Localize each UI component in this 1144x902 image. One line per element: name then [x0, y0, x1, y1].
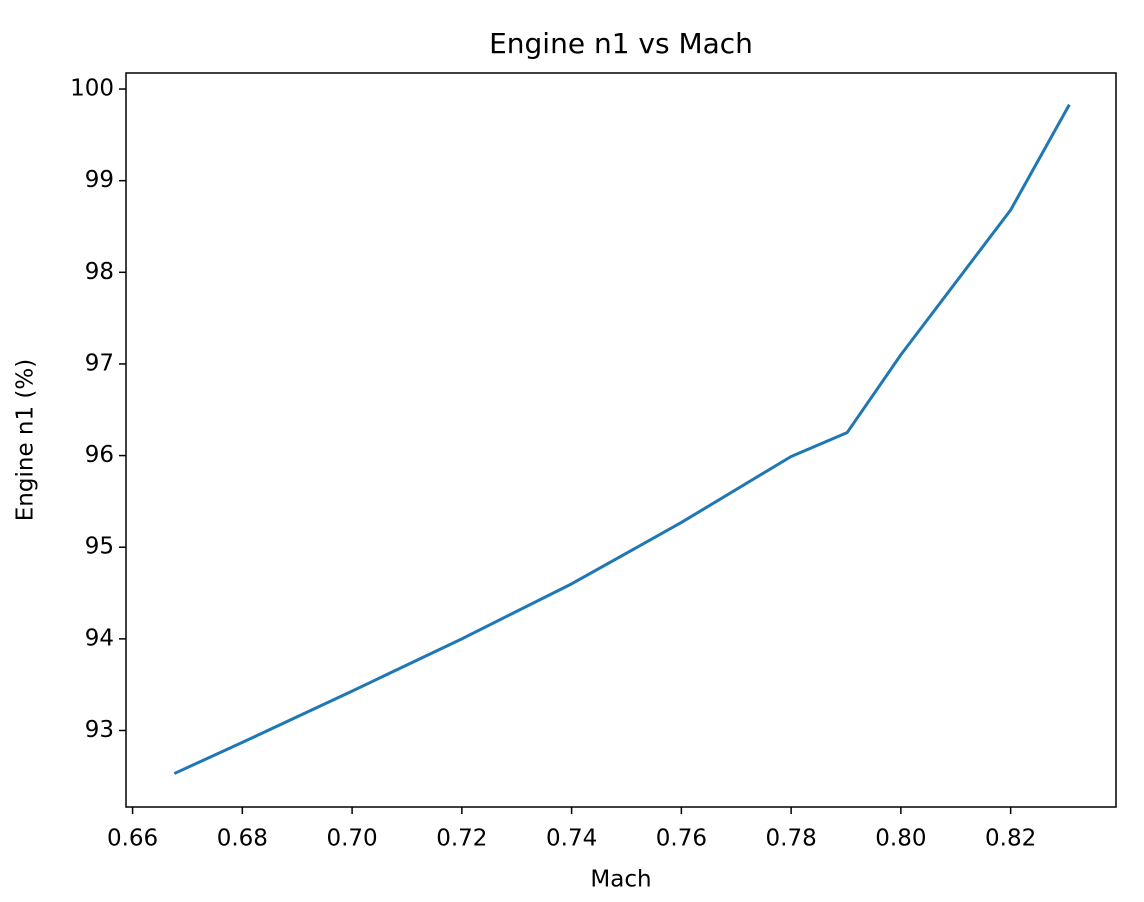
- chart-title: Engine n1 vs Mach: [489, 27, 753, 60]
- y-tick-label: 95: [85, 534, 114, 560]
- x-tick-label: 0.74: [546, 826, 597, 852]
- y-tick-label: 94: [85, 625, 114, 651]
- x-axis-label: Mach: [590, 867, 651, 893]
- x-tick-label: 0.68: [217, 826, 268, 852]
- x-tick-label: 0.72: [436, 826, 487, 852]
- x-tick-label: 0.76: [656, 826, 707, 852]
- x-tick-label: 0.80: [875, 826, 926, 852]
- line: [173, 103, 1071, 775]
- x-tick-label: 0.82: [985, 826, 1036, 852]
- x-tick-label: 0.66: [107, 826, 158, 852]
- x-tick-label: 0.70: [326, 826, 377, 852]
- y-tick-label: 96: [85, 442, 114, 468]
- plot-frame: [125, 72, 1117, 808]
- y-tick-label: 98: [85, 259, 114, 285]
- y-tick-label: 93: [85, 717, 114, 743]
- y-tick-label: 97: [85, 350, 114, 376]
- y-tick-label: 100: [70, 76, 114, 102]
- y-tick-label: 99: [85, 167, 114, 193]
- y-axis-label: Engine n1 (%): [13, 359, 39, 521]
- x-tick-label: 0.78: [766, 826, 817, 852]
